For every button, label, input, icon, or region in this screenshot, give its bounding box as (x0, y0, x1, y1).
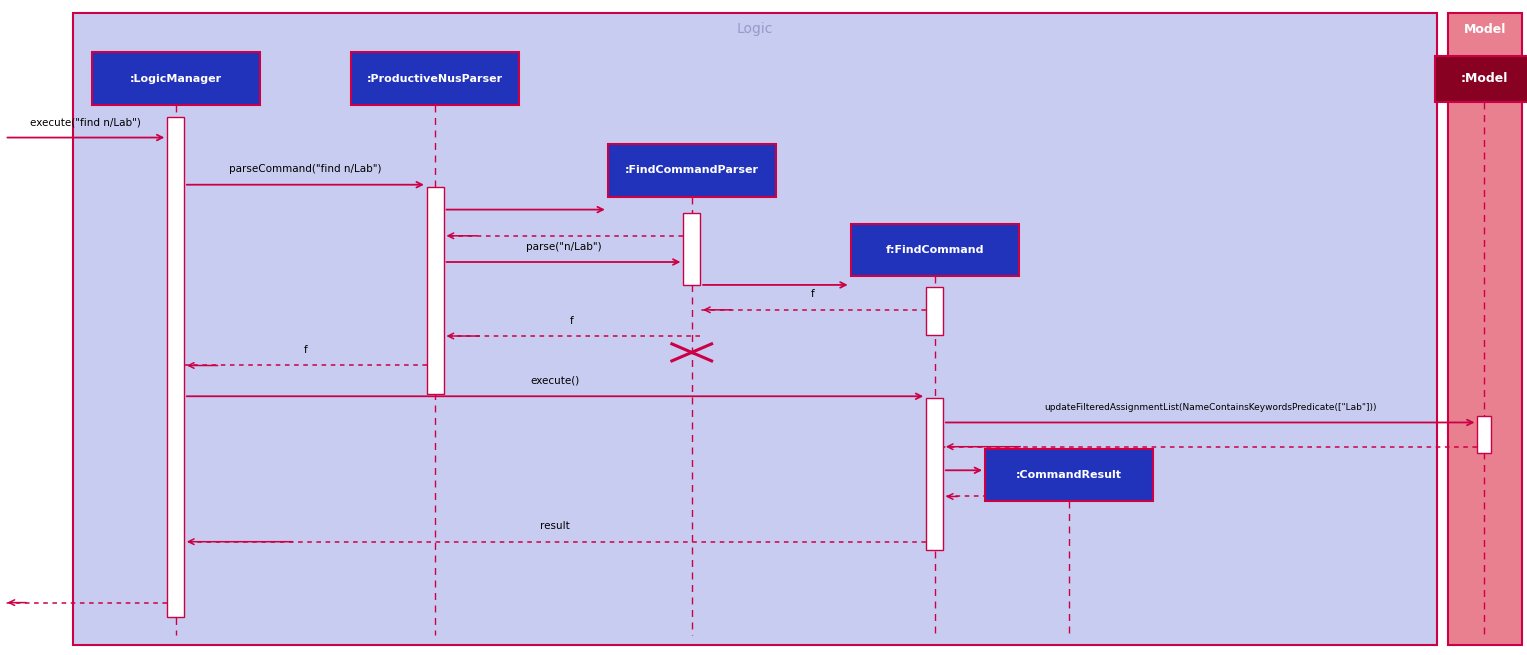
Text: updateFilteredAssignmentList(NameContainsKeywordsPredicate(["Lab"])): updateFilteredAssignmentList(NameContain… (1044, 403, 1376, 412)
FancyBboxPatch shape (1478, 416, 1492, 453)
Text: f: f (304, 345, 307, 355)
Text: :FindCommandParser: :FindCommandParser (625, 165, 759, 176)
Text: f:FindCommand: f:FindCommand (886, 245, 983, 255)
FancyBboxPatch shape (168, 117, 185, 617)
Text: :LogicManager: :LogicManager (130, 73, 221, 84)
Text: parse("n/Lab"): parse("n/Lab") (525, 242, 602, 252)
FancyBboxPatch shape (608, 144, 776, 196)
Text: Model: Model (1464, 23, 1506, 36)
FancyBboxPatch shape (73, 13, 1437, 645)
FancyBboxPatch shape (1063, 467, 1075, 500)
Text: :ProductiveNusParser: :ProductiveNusParser (366, 73, 504, 84)
Text: :CommandResult: :CommandResult (1015, 470, 1122, 480)
FancyBboxPatch shape (925, 398, 944, 550)
FancyBboxPatch shape (92, 52, 260, 105)
Text: :Model: :Model (1460, 72, 1509, 85)
FancyBboxPatch shape (684, 213, 699, 285)
Text: execute(): execute() (530, 376, 580, 386)
Text: Logic: Logic (738, 22, 773, 37)
Text: f: f (570, 316, 574, 326)
FancyBboxPatch shape (985, 449, 1153, 501)
FancyBboxPatch shape (426, 187, 443, 394)
FancyBboxPatch shape (851, 224, 1019, 276)
FancyBboxPatch shape (1435, 56, 1527, 102)
Text: execute("find n/Lab"): execute("find n/Lab") (31, 117, 142, 127)
FancyBboxPatch shape (351, 52, 519, 105)
Text: f: f (811, 290, 815, 299)
FancyBboxPatch shape (925, 287, 944, 335)
FancyBboxPatch shape (1448, 13, 1522, 645)
Text: parseCommand("find n/Lab"): parseCommand("find n/Lab") (229, 164, 382, 174)
Text: result: result (541, 521, 570, 531)
